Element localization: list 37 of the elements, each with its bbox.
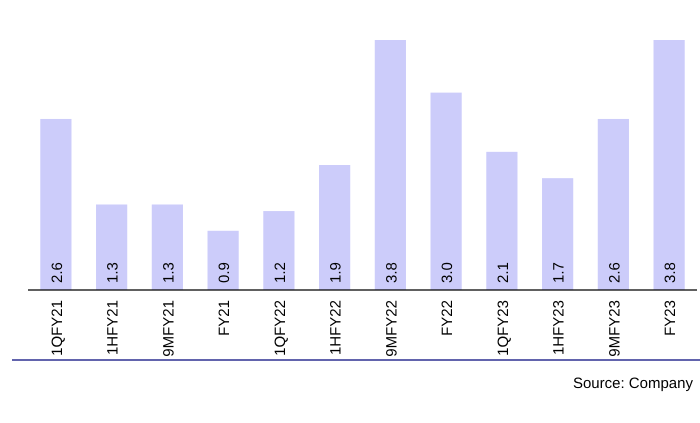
data-label: 2.6	[606, 262, 624, 283]
bar	[654, 40, 685, 290]
x-tick-label: 9MFY22	[383, 300, 400, 357]
bar	[486, 152, 518, 290]
bar	[430, 92, 462, 290]
x-tick-label: 1QFY22	[272, 300, 289, 356]
x-tick-label: 1QFY23	[494, 300, 512, 356]
source-note: Source: Company	[572, 375, 694, 392]
x-tick-label: FY23	[662, 300, 680, 336]
bar	[96, 204, 128, 290]
bar	[598, 118, 629, 290]
data-label: 1.2	[272, 262, 289, 283]
bar	[542, 178, 574, 290]
data-label: 2.6	[48, 262, 66, 283]
x-tick-label: 1HFY22	[328, 300, 345, 356]
bar	[40, 118, 72, 290]
data-label: 1.9	[328, 262, 345, 283]
x-tick-label: FY21	[216, 300, 234, 336]
data-label: 3.8	[383, 262, 400, 283]
bar	[263, 211, 294, 290]
data-label: 2.1	[494, 262, 512, 283]
data-label: 0.9	[216, 262, 234, 283]
data-label: 3.0	[439, 262, 456, 283]
bar	[152, 204, 183, 290]
x-tick-label: 1HFY21	[104, 300, 122, 356]
x-tick-label: 1HFY23	[550, 300, 568, 356]
x-tick-label: 1QFY21	[48, 300, 66, 356]
x-tick-label: 9MFY21	[160, 300, 178, 357]
data-label: 1.3	[104, 262, 122, 283]
bar	[374, 40, 406, 290]
bar	[208, 230, 239, 290]
x-tick-label: 9MFY23	[606, 300, 624, 357]
x-tick-label: FY22	[439, 300, 456, 336]
data-label: 3.8	[662, 262, 680, 283]
data-label: 1.7	[550, 262, 568, 283]
data-label: 1.3	[160, 262, 178, 283]
bar	[319, 165, 350, 290]
